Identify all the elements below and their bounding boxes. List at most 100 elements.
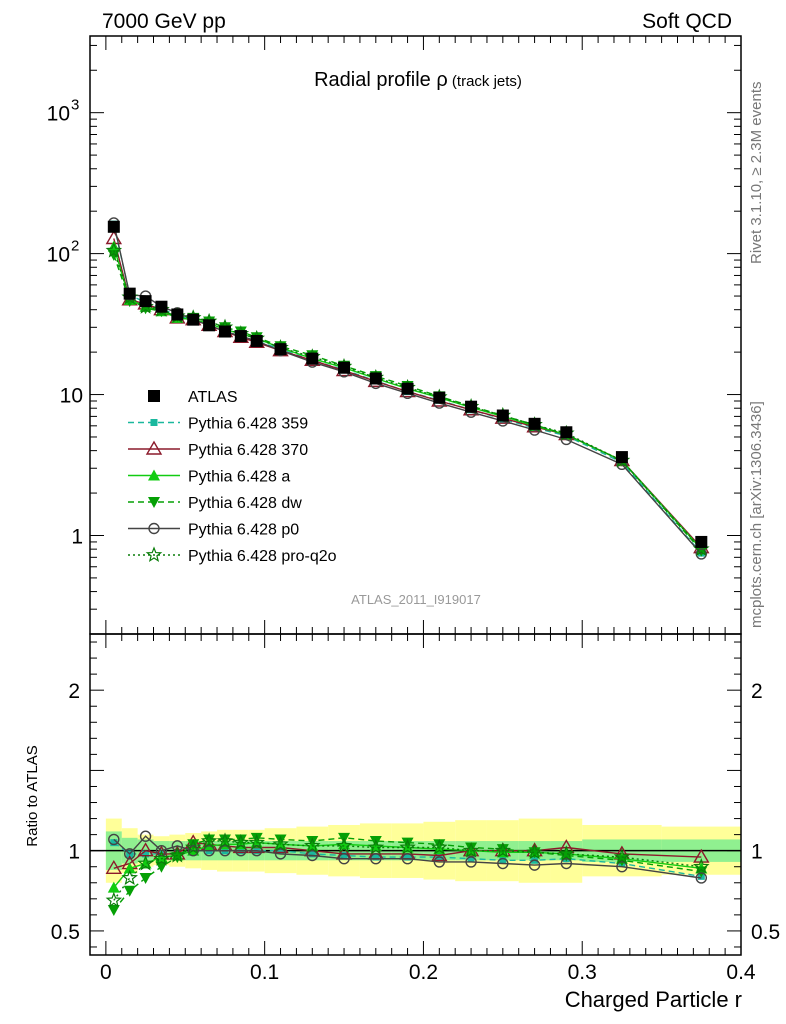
series-line-pythia-6-428-dw bbox=[113, 837, 702, 911]
x-tick-label: 0.2 bbox=[409, 961, 438, 984]
series-line-pythia-6-428-p0 bbox=[113, 222, 702, 555]
main-plot-title-text: Radial profile bbox=[314, 69, 436, 91]
data-point-pythia-6-428-p0 bbox=[123, 848, 136, 860]
data-point-pythia-6-428-pro-q2o bbox=[526, 843, 543, 860]
data-point-pythia-6-428-pro-q2o bbox=[200, 832, 218, 849]
data-point-pythia-6-428-a bbox=[123, 862, 136, 874]
data-point-pythia-6-428-dw bbox=[203, 834, 216, 846]
series-line-pythia-6-428-359 bbox=[113, 223, 702, 554]
data-point-atlas bbox=[465, 400, 478, 413]
data-point-pythia-6-428-p0 bbox=[560, 857, 573, 870]
data-point-pythia-6-428-p0 bbox=[695, 872, 708, 884]
data-point-pythia-6-428-pro-q2o bbox=[121, 869, 138, 885]
data-point-pythia-6-428-dw bbox=[496, 844, 509, 856]
legend-label: Pythia 6.428 359 bbox=[188, 416, 308, 433]
data-point-pythia-6-428-dw bbox=[107, 905, 120, 917]
x-tick-label: 0 bbox=[100, 961, 112, 984]
data-point-pythia-6-428-p0 bbox=[695, 548, 708, 560]
data-point-pythia-6-428-pro-q2o bbox=[169, 846, 186, 863]
series-pythia-6-428-p0 bbox=[108, 830, 708, 884]
legend-item-pythia-6-428-pro-q2o: Pythia 6.428 pro-q2o bbox=[128, 546, 337, 565]
series-line-pythia-6-428-a bbox=[113, 841, 702, 889]
data-point-atlas bbox=[369, 372, 382, 385]
data-point-pythia-6-428-pro-q2o bbox=[335, 837, 353, 853]
ratio-y-axis-ticks: 0.5 0.5 1 1 2 2 bbox=[51, 641, 780, 948]
data-point-pythia-6-428-dw bbox=[433, 839, 446, 851]
data-point-pythia-6-428-pro-q2o bbox=[558, 845, 575, 861]
data-point-pythia-6-428-dw bbox=[274, 834, 287, 846]
data-point-pythia-6-428-dw bbox=[695, 545, 708, 557]
legend: ATLAS Pythia 6.428 359 Pythia 6.428 370 Pyt… bbox=[128, 389, 337, 565]
legend-label: Pythia 6.428 370 bbox=[188, 442, 308, 459]
data-point-pythia-6-428-p0 bbox=[219, 844, 231, 857]
data-point-pythia-6-428-359 bbox=[340, 851, 348, 859]
data-point-atlas bbox=[615, 451, 628, 464]
legend-label: Pythia 6.428 dw bbox=[188, 495, 302, 512]
data-point-pythia-6-428-370 bbox=[431, 847, 448, 862]
data-point-atlas bbox=[250, 334, 263, 347]
data-point-pythia-6-428-p0 bbox=[155, 844, 168, 857]
data-point-pythia-6-428-p0 bbox=[108, 833, 120, 846]
data-point-atlas bbox=[528, 417, 541, 430]
data-point-pythia-6-428-dw bbox=[465, 842, 478, 854]
legend-label: ATLAS bbox=[188, 389, 238, 406]
data-point-pythia-6-428-p0 bbox=[274, 848, 287, 860]
ratio-y-tick-label: 1 bbox=[68, 841, 80, 864]
main-y-tick-label-exponent: 3 bbox=[71, 97, 79, 114]
data-point-atlas bbox=[123, 287, 136, 300]
main-y-tick-label: 10 bbox=[47, 244, 70, 267]
ratio-y-tick-label-right: 2 bbox=[751, 680, 763, 703]
ratio-y-tick-label-right: 0.5 bbox=[751, 921, 780, 944]
legend-item-pythia-6-428-p0: Pythia 6.428 p0 bbox=[128, 522, 299, 539]
legend-marker bbox=[150, 419, 158, 426]
data-point-pythia-6-428-p0 bbox=[139, 830, 152, 842]
data-point-pythia-6-428-pro-q2o bbox=[232, 833, 250, 850]
data-point-pythia-6-428-dw bbox=[155, 861, 168, 873]
ratio-x-axis-ticks: 0 0.1 0.2 0.3 0.4 bbox=[100, 634, 756, 984]
data-point-pythia-6-428-p0 bbox=[306, 849, 318, 862]
data-point-atlas bbox=[139, 295, 152, 308]
data-point-atlas bbox=[401, 382, 414, 395]
side-label-bottom: mcplots.cern.ch [arXiv:1306.3436] bbox=[748, 401, 765, 628]
series-line-pythia-6-428-pro-q2o bbox=[113, 250, 702, 550]
header-left: 7000 GeV pp bbox=[102, 10, 226, 33]
data-point-pythia-6-428-pro-q2o bbox=[105, 891, 123, 908]
data-point-pythia-6-428-pro-q2o bbox=[399, 838, 416, 855]
data-point-pythia-6-428-359 bbox=[277, 847, 285, 855]
data-point-pythia-6-428-359 bbox=[499, 856, 507, 864]
data-point-atlas bbox=[155, 300, 168, 313]
main-y-tick-label: 10 bbox=[47, 103, 70, 126]
main-plot-frame bbox=[89, 35, 742, 635]
legend-marker bbox=[148, 469, 160, 481]
series-line-pythia-6-428-pro-q2o bbox=[113, 840, 702, 901]
ratio-y-tick-label: 0.5 bbox=[51, 921, 80, 944]
data-point-pythia-6-428-p0 bbox=[370, 853, 382, 865]
legend-label: Pythia 6.428 a bbox=[188, 469, 290, 486]
data-point-pythia-6-428-359 bbox=[142, 850, 150, 858]
legend-item-atlas: ATLAS bbox=[148, 389, 238, 406]
ratio-y-axis-label: Ratio to ATLAS bbox=[24, 745, 41, 846]
x-tick-label: 0.3 bbox=[568, 961, 597, 984]
data-point-pythia-6-428-p0 bbox=[171, 840, 184, 852]
x-axis-label: Charged Particle r bbox=[565, 987, 742, 1012]
data-point-pythia-6-428-dw bbox=[139, 872, 152, 884]
data-point-pythia-6-428-pro-q2o bbox=[184, 838, 202, 855]
data-point-pythia-6-428-pro-q2o bbox=[613, 848, 631, 865]
data-point-pythia-6-428-p0 bbox=[465, 856, 477, 868]
data-point-pythia-6-428-pro-q2o bbox=[304, 837, 321, 853]
data-point-pythia-6-428-359 bbox=[404, 853, 412, 861]
series-line-pythia-6-428-p0 bbox=[113, 835, 702, 879]
legend-item-pythia-6-428-a: Pythia 6.428 a bbox=[128, 469, 290, 486]
data-point-pythia-6-428-pro-q2o bbox=[105, 241, 123, 258]
main-x-axis-ticks bbox=[105, 36, 742, 634]
legend-marker bbox=[148, 497, 160, 508]
data-point-pythia-6-428-p0 bbox=[187, 844, 199, 857]
data-point-pythia-6-428-p0 bbox=[203, 844, 215, 857]
main-plot-marks bbox=[105, 217, 710, 560]
data-point-pythia-6-428-dw bbox=[306, 836, 319, 848]
data-point-pythia-6-428-dw bbox=[250, 832, 263, 844]
data-point-pythia-6-428-dw bbox=[401, 837, 414, 849]
